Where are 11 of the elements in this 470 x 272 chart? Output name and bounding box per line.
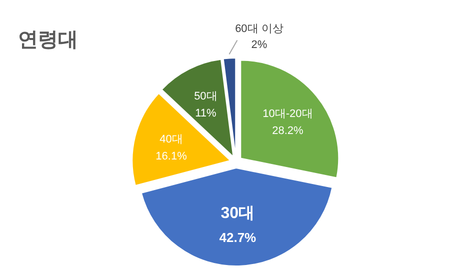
slice-label: 50대	[194, 90, 218, 103]
slice-label: 10대-20대	[262, 108, 313, 120]
data-label: 11%	[195, 108, 217, 120]
slice-label: 40대	[160, 134, 183, 146]
slice-label: 30대	[220, 204, 255, 222]
slice-label: 60대 이상	[235, 23, 284, 36]
data-label: 28.2%	[272, 124, 304, 137]
data-label: 2%	[251, 39, 268, 52]
chart-title: 연령대	[18, 29, 78, 51]
data-label: 42.7%	[219, 230, 257, 245]
data-label: 16.1%	[156, 150, 188, 163]
